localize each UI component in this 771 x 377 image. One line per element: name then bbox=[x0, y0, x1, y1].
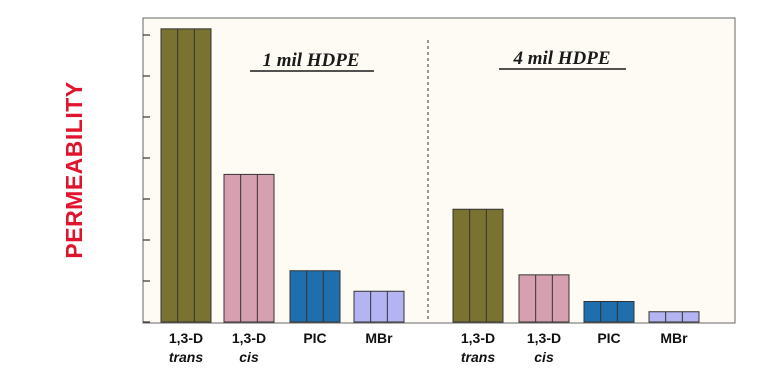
x-tick-label-1-3: MBr bbox=[660, 330, 688, 346]
x-tick-label-0-1: 1,3-D bbox=[232, 330, 266, 346]
group-titles: 1 mil HDPE 4 mil HDPE bbox=[250, 48, 626, 72]
x-tick-sublabel-0-1: cis bbox=[239, 349, 259, 365]
x-tick-label-1-0: 1,3-D bbox=[461, 330, 495, 346]
x-tick-label-0-0: 1,3-D bbox=[169, 330, 203, 346]
group-title-1: 4 mil HDPE bbox=[512, 48, 610, 69]
bar-1-1 bbox=[518, 274, 570, 323]
y-axis-label: PERMEABILITY bbox=[61, 81, 87, 258]
x-tick-sublabel-1-0: trans bbox=[461, 349, 495, 365]
x-tick-label-0-2: PIC bbox=[303, 330, 326, 346]
y-axis-ticks bbox=[143, 34, 150, 323]
x-tick-sublabel-1-1: cis bbox=[534, 349, 554, 365]
bar-1-0 bbox=[452, 208, 504, 323]
group-title-0: 1 mil HDPE bbox=[262, 50, 359, 71]
x-tick-label-1-1: 1,3-D bbox=[527, 330, 561, 346]
x-tick-sublabel-0-0: trans bbox=[169, 349, 203, 365]
bar-0-2 bbox=[289, 270, 341, 323]
bar-0-0 bbox=[160, 28, 212, 323]
x-tick-labels: 1,3-D trans 1,3-D cis PIC MBr 1,3-D trans 1,3-D c… bbox=[169, 330, 688, 365]
x-tick-label-0-3: MBr bbox=[365, 330, 393, 346]
x-tick-label-1-2: PIC bbox=[597, 330, 620, 346]
bars-layer bbox=[160, 28, 700, 323]
bar-0-1 bbox=[223, 173, 275, 323]
bar-1-2 bbox=[583, 301, 635, 323]
bar-0-3 bbox=[353, 290, 405, 323]
bar-1-3 bbox=[648, 311, 700, 323]
